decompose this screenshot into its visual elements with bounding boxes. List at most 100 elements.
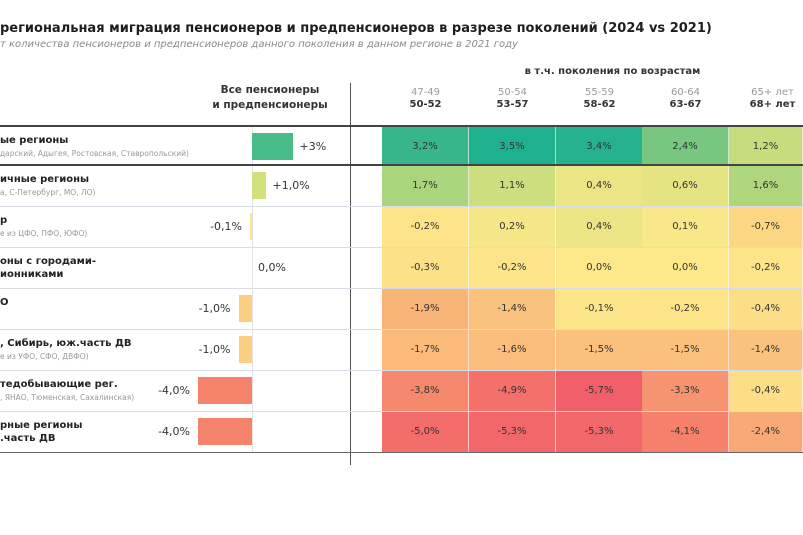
heatmap-cell: -0,4%: [729, 289, 803, 329]
heatmap-cell: -1,9%: [382, 289, 469, 329]
age-2021: 60-64: [670, 87, 701, 98]
heatmap-cell: -5,3%: [556, 412, 643, 452]
row-subtitle: е из ЦФО, ПФО, ЮФО): [0, 229, 88, 238]
total-bar: [252, 133, 293, 160]
heatmap-cell: 3,4%: [556, 127, 643, 164]
heatmap-cell: -0,2%: [382, 207, 469, 247]
heatmap-cell: 1,6%: [729, 166, 803, 206]
heatmap-cell: 0,4%: [556, 207, 643, 247]
row-label: , Сибирь, юж.часть ДВ е из УФО, СФО, ДВФО…: [0, 337, 132, 363]
age-column-header: 55-59 58-62: [556, 87, 643, 111]
heatmap-cell: -0,2%: [469, 248, 556, 288]
heatmap-cell: -0,2%: [642, 289, 729, 329]
heatmap-cell: -0,7%: [729, 207, 803, 247]
total-value: -0,1%: [210, 220, 242, 233]
table-bottom-line: [0, 452, 803, 453]
heatmap-cell: 1,1%: [469, 166, 556, 206]
heatmap-cell: -3,8%: [382, 371, 469, 411]
age-2024: 63-67: [669, 99, 702, 110]
heatmap-cell: 2,4%: [642, 127, 729, 164]
table-row: оны с городами- ионниками 0,0% -0,3% -0,2% 0…: [0, 248, 803, 289]
row-label: тедобывающие рег. , ЯНАО, Тюменская, Саха…: [0, 378, 134, 404]
age-2021: 50-54: [497, 87, 528, 98]
row-title: ичные регионы: [0, 174, 90, 185]
age-2024: 53-57: [496, 99, 529, 110]
row-title: рные регионы .часть ДВ: [0, 420, 83, 444]
heatmap-cell: -5,3%: [469, 412, 556, 452]
age-column-header: 60-64 63-67: [642, 87, 729, 111]
heatmap-cell: -0,1%: [556, 289, 643, 329]
heatmap-cell: 0,6%: [642, 166, 729, 206]
heatmap-cell: 0,1%: [642, 207, 729, 247]
total-value: 0,0%: [258, 261, 286, 274]
row-title: оны с городами- ионниками: [0, 256, 96, 280]
row-label: р е из ЦФО, ПФО, ЮФО): [0, 214, 87, 240]
all-header-line1: Все пенсионеры: [220, 84, 320, 96]
total-value: +1,0%: [272, 179, 310, 192]
heatmap-cell: -3,3%: [642, 371, 729, 411]
heatmap-cell: -0,4%: [729, 371, 803, 411]
heatmap-cell: 1,2%: [729, 127, 803, 164]
row-subtitle: е из УФО, СФО, ДВФО): [0, 352, 89, 361]
heatmap-cell: -4,9%: [469, 371, 556, 411]
row-title: р: [0, 215, 8, 226]
row-label: оны с городами- ионниками: [0, 255, 96, 281]
divider-line: [350, 83, 351, 465]
age-column-header: 65+ лет 68+ лет: [729, 87, 803, 111]
total-bar: [238, 295, 252, 322]
all-pensioners-header: Все пенсионеры и предпенсионеры: [200, 83, 340, 113]
heatmap-cell: -1,6%: [469, 330, 556, 370]
table-row: рные регионы .часть ДВ -4,0% -5,0% -5,3% -5,…: [0, 412, 803, 453]
total-bar: [252, 172, 266, 199]
age-column-header: 47-49 50-52: [382, 87, 469, 111]
total-bar: [250, 213, 252, 240]
total-value: -1,0%: [198, 343, 231, 356]
row-subtitle: , ЯНАО, Тюменская, Сахалинская): [0, 393, 135, 402]
heatmap-cell: -1,7%: [382, 330, 469, 370]
age-2024: 58-62: [583, 99, 616, 110]
age-2024: 50-52: [409, 99, 442, 110]
age-2021: 55-59: [584, 87, 615, 98]
age-2021: 65+ лет: [751, 87, 794, 98]
heatmap-cell: 0,4%: [556, 166, 643, 206]
heatmap-cell: -1,4%: [729, 330, 803, 370]
heatmap-cell: -5,7%: [556, 371, 643, 411]
table-row: тедобывающие рег. , ЯНАО, Тюменская, Саха…: [0, 371, 803, 412]
table-row: р е из ЦФО, ПФО, ЮФО) -0,1% -0,2% 0,2% 0,4% 0,…: [0, 207, 803, 248]
table-row: О -1,0% -1,9% -1,4% -0,1% -0,2% -0,4%: [0, 289, 803, 330]
heatmap-cell: 0,0%: [642, 248, 729, 288]
total-value: +3%: [299, 140, 327, 153]
row-label: О: [0, 296, 9, 309]
total-value: -4,0%: [158, 425, 190, 438]
generations-header: в т.ч. поколения по возрастам: [524, 66, 701, 77]
row-title: ые регионы: [0, 135, 69, 146]
table-row: ые регионы дарский, Адыгея, Ростовская, С…: [0, 125, 803, 166]
all-header-line2: и предпенсионеры: [212, 99, 328, 111]
heatmap-cell: 1,7%: [382, 166, 469, 206]
total-bar: [198, 418, 252, 445]
age-2024: 68+ лет: [749, 99, 796, 110]
row-title: О: [0, 297, 9, 308]
heatmap-cell: 0,0%: [556, 248, 643, 288]
heatmap-cell: 3,2%: [382, 127, 469, 164]
row-title: тедобывающие рег.: [0, 379, 118, 390]
chart-subtitle: т количества пенсионеров и предпенсионер…: [0, 39, 518, 50]
total-bar: [238, 336, 252, 363]
row-label: рные регионы .часть ДВ: [0, 419, 82, 445]
row-title: , Сибирь, юж.часть ДВ: [0, 338, 132, 349]
total-value: -4,0%: [158, 384, 190, 397]
row-subtitle: а, С-Петербург, МО, ЛО): [0, 188, 96, 197]
total-bar: [198, 377, 252, 404]
age-column-header: 50-54 53-57: [469, 87, 556, 111]
table-row: ичные регионы а, С-Петербург, МО, ЛО) +1,0…: [0, 166, 803, 207]
row-label: ые регионы дарский, Адыгея, Ростовская, С…: [0, 134, 189, 160]
heatmap-cell: -0,3%: [382, 248, 469, 288]
heatmap-cell: -1,5%: [642, 330, 729, 370]
heatmap-cell: -2,4%: [729, 412, 803, 452]
row-label: ичные регионы а, С-Петербург, МО, ЛО): [0, 173, 95, 199]
table-row: , Сибирь, юж.часть ДВ е из УФО, СФО, ДВФО…: [0, 330, 803, 371]
heatmap-cell: -4,1%: [642, 412, 729, 452]
heatmap-cell: -1,4%: [469, 289, 556, 329]
heatmap-cell: 3,5%: [469, 127, 556, 164]
age-2021: 47-49: [410, 87, 441, 98]
